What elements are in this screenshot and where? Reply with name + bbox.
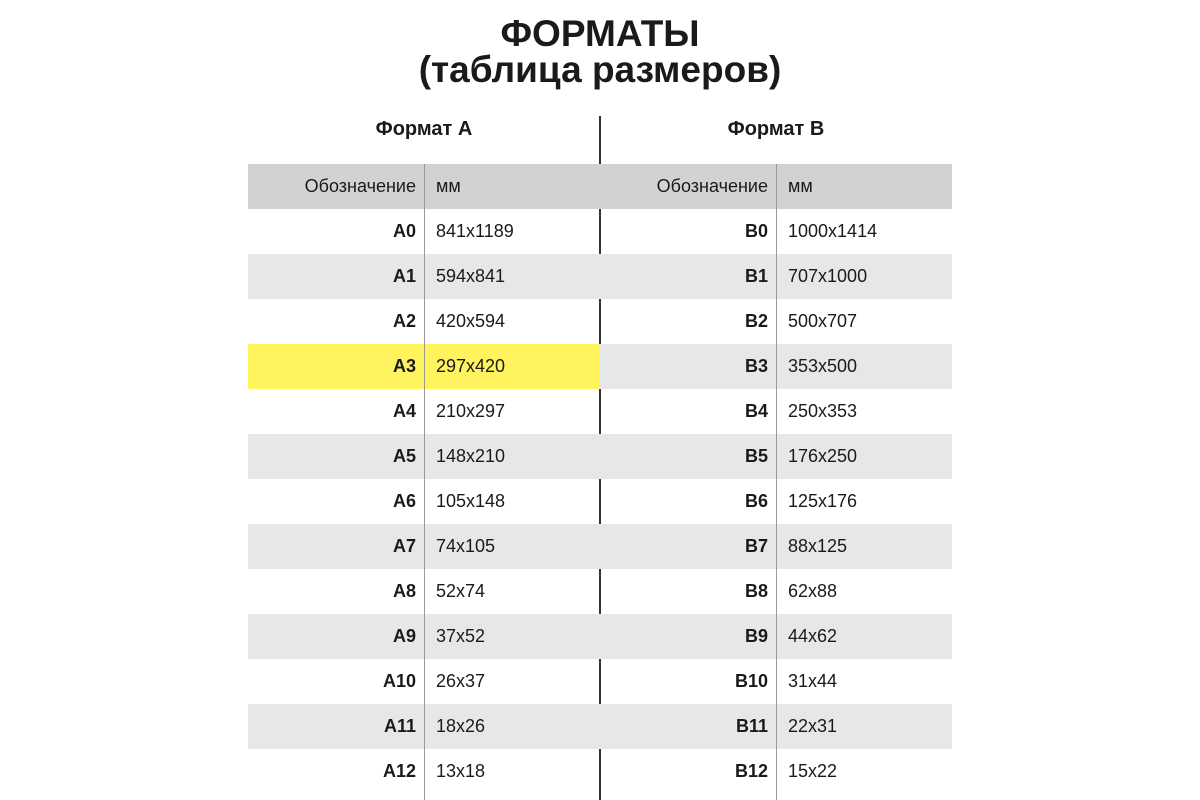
format-size: 841x1189 — [436, 221, 514, 241]
table-row: A2 420x594 — [248, 299, 600, 344]
format-name: B8 — [744, 581, 768, 601]
column-divider — [424, 164, 425, 800]
format-size: 500x707 — [788, 311, 858, 331]
format-size: 1000x1414 — [788, 221, 878, 241]
format-size: 74x105 — [436, 536, 496, 556]
format-name: B0 — [744, 221, 768, 241]
format-size: 26x37 — [436, 671, 486, 691]
format-size: 297x420 — [436, 356, 506, 376]
format-name: B9 — [744, 626, 768, 646]
format-name: A3 — [392, 356, 416, 376]
format-size: 707x1000 — [788, 266, 868, 286]
format-size: 210x297 — [436, 401, 506, 421]
format-size: 22x31 — [788, 716, 838, 736]
format-size: 44x62 — [788, 626, 838, 646]
format-size: 13x18 — [436, 761, 486, 781]
table-row: B8 62x88 — [600, 569, 952, 614]
format-size: 148x210 — [436, 446, 506, 466]
format-name: A11 — [383, 716, 416, 736]
table-row: A10 26x37 — [248, 659, 600, 704]
format-name: A2 — [392, 311, 416, 331]
format-size: 37x52 — [436, 626, 486, 646]
format-name: B2 — [744, 311, 768, 331]
page-title: ФОРМАТЫ — [500, 13, 700, 54]
format-b-table: Обозначение мм B0 1000x1414 B1 707x1000 … — [600, 164, 952, 800]
table-row: B0 1000x1414 — [600, 209, 952, 254]
column-header-mm: мм — [788, 176, 813, 196]
format-name: A12 — [382, 761, 416, 781]
format-size: 62x88 — [788, 581, 838, 601]
format-name: A0 — [392, 221, 416, 241]
format-name: B10 — [734, 671, 768, 691]
format-size: 88x125 — [788, 536, 848, 556]
column-header-designation: Обозначение — [656, 176, 768, 196]
table-row: A4 210x297 — [248, 389, 600, 434]
format-size: 594x841 — [436, 266, 506, 286]
format-size: 125x176 — [788, 491, 858, 511]
page-subtitle: (таблица размеров) — [418, 49, 782, 90]
section-heading: Формат B — [727, 118, 825, 140]
format-name: A1 — [392, 266, 416, 286]
format-size: 105x148 — [436, 491, 506, 511]
format-name: B11 — [735, 716, 768, 736]
format-name: B5 — [744, 446, 768, 466]
table-row: B12 15x22 — [600, 749, 952, 794]
format-name: A9 — [392, 626, 416, 646]
column-divider — [776, 164, 777, 800]
format-name: A4 — [392, 401, 416, 421]
column-header-mm: мм — [436, 176, 461, 196]
format-name: A7 — [392, 536, 416, 556]
format-name: B3 — [744, 356, 768, 376]
table-row: B6 125x176 — [600, 479, 952, 524]
format-size: 176x250 — [788, 446, 858, 466]
format-name: B6 — [744, 491, 768, 511]
format-name: A5 — [392, 446, 416, 466]
format-size: 18x26 — [436, 716, 486, 736]
table-row: A8 52x74 — [248, 569, 600, 614]
format-a-table: Обозначение мм A0 841x1189 A1 594x841 A2… — [248, 164, 600, 800]
format-name: A8 — [392, 581, 416, 601]
format-name: B7 — [744, 536, 768, 556]
format-name: A10 — [382, 671, 416, 691]
format-size: 31x44 — [788, 671, 838, 691]
format-size: 250x353 — [788, 401, 858, 421]
table-row: B4 250x353 — [600, 389, 952, 434]
format-name: B1 — [744, 266, 768, 286]
table-row: A6 105x148 — [248, 479, 600, 524]
format-size: 15x22 — [788, 761, 838, 781]
column-header-designation: Обозначение — [304, 176, 416, 196]
table-row: A0 841x1189 — [248, 209, 600, 254]
format-name: A6 — [392, 491, 416, 511]
format-name: B12 — [734, 761, 768, 781]
format-size: 52x74 — [436, 581, 486, 601]
format-size: 353x500 — [788, 356, 858, 376]
format-name: B4 — [744, 401, 768, 421]
table-row: B10 31x44 — [600, 659, 952, 704]
section-heading: Формат A — [375, 118, 473, 140]
table-row: A12 13x18 — [248, 749, 600, 794]
format-size: 420x594 — [436, 311, 506, 331]
table-row: B2 500x707 — [600, 299, 952, 344]
